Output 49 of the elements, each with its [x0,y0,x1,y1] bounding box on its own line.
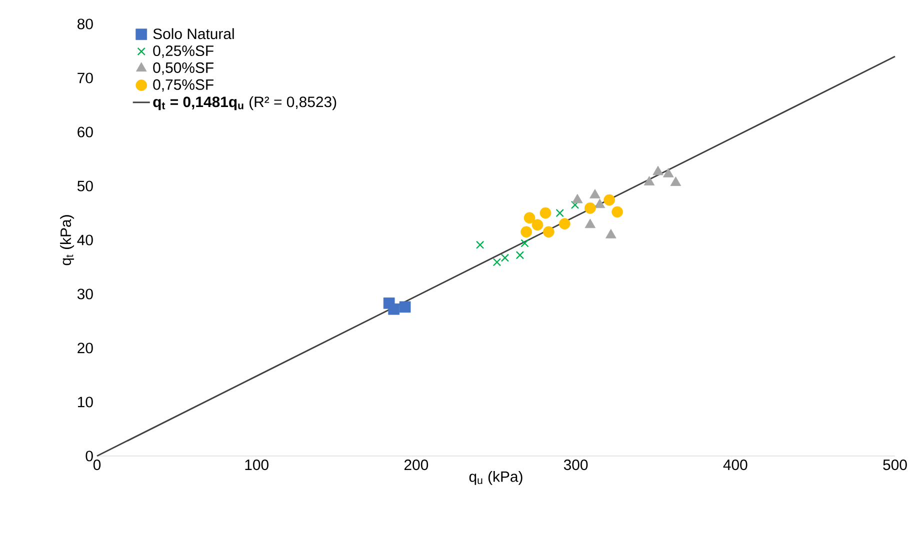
x-tick-label: 200 [404,460,428,470]
point [662,168,674,178]
y-tick-label: 30 [77,288,93,300]
point [670,176,682,186]
point [520,239,529,248]
x-axis-title: q$_{u}$ (kPa) [469,470,522,485]
legend-label: 0,75%SF [153,79,214,92]
y-tick-label: 80 [78,18,93,30]
point [558,218,570,230]
y-axis-title: q$_{t}$ (kPa) [60,215,74,266]
point [540,207,552,219]
text: q$_{t}$ = 0,1481q$_{u}$ (R² = 0,8523) [153,96,336,110]
x-tick-label: 400 [723,460,748,470]
y-tick-label: 40 [77,234,93,246]
point [570,200,580,210]
x-tick-label: 100 [245,460,268,470]
y-tick-label: 70 [78,72,93,84]
point [520,226,532,238]
x-tick-label: 300 [564,460,588,470]
point [572,194,583,204]
point [584,218,596,228]
y-tick-label: 10 [78,396,93,408]
point [590,189,600,198]
point [594,198,606,208]
y-tick-label: 20 [78,342,93,354]
point [612,206,623,218]
point [492,258,502,266]
legend-label: 0,50%SF [153,62,214,75]
point [644,176,655,186]
point [532,219,544,231]
x-tick-label: 500 [883,460,907,470]
point [606,228,616,238]
y-tick-label: 50 [77,180,93,192]
point [476,240,484,249]
point [542,226,554,238]
point [399,301,411,313]
point [604,194,615,206]
point [584,202,596,214]
point [524,212,536,224]
x-tick-label: 0 [93,460,101,470]
legend-label: 0,25%SF [153,45,214,58]
y-tick-label: 60 [78,126,93,138]
point [500,254,510,262]
y-tick-label: 0 [86,450,93,462]
point [516,250,524,260]
point [388,303,400,315]
legend-label: Solo Natural [153,28,234,40]
point [652,166,664,176]
point [556,208,564,218]
